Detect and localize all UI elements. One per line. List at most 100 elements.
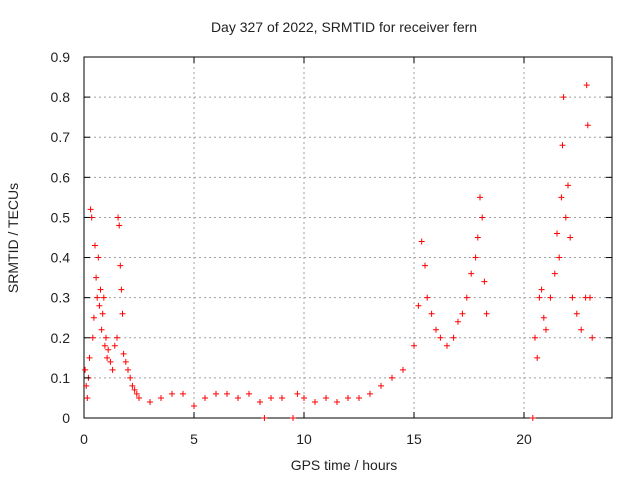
data-point bbox=[547, 294, 554, 301]
data-point bbox=[481, 278, 488, 285]
data-point bbox=[559, 142, 566, 149]
data-point bbox=[459, 310, 466, 317]
data-point bbox=[334, 398, 340, 405]
data-point bbox=[583, 82, 590, 89]
plot-frame bbox=[83, 56, 613, 419]
data-point bbox=[114, 334, 120, 341]
data-point bbox=[589, 334, 596, 341]
data-point bbox=[117, 262, 124, 269]
data-point bbox=[290, 415, 296, 421]
y-tick-label: 0.1 bbox=[51, 370, 71, 386]
data-point bbox=[367, 390, 373, 397]
data-point bbox=[147, 398, 153, 405]
y-tick-label: 0.2 bbox=[51, 330, 71, 346]
data-point bbox=[472, 254, 479, 261]
data-point bbox=[115, 214, 122, 221]
data-point bbox=[554, 230, 560, 237]
data-point bbox=[109, 366, 116, 373]
data-point bbox=[125, 366, 131, 373]
x-tick-label: 15 bbox=[406, 431, 422, 447]
data-point bbox=[136, 394, 142, 401]
data-point bbox=[534, 354, 541, 361]
data-point bbox=[279, 394, 285, 401]
data-point bbox=[455, 318, 461, 325]
data-point bbox=[444, 342, 450, 349]
data-point bbox=[567, 234, 574, 241]
data-point bbox=[418, 238, 425, 245]
data-point bbox=[83, 382, 90, 389]
data-point bbox=[89, 334, 96, 341]
data-point bbox=[424, 294, 431, 301]
data-point bbox=[312, 398, 318, 405]
data-point bbox=[257, 398, 263, 405]
data-point bbox=[400, 366, 406, 373]
data-point bbox=[133, 390, 140, 397]
x-tick-label: 20 bbox=[516, 431, 532, 447]
data-point bbox=[96, 302, 103, 309]
data-point bbox=[294, 390, 301, 397]
data-point bbox=[356, 394, 362, 401]
data-point bbox=[213, 390, 219, 397]
data-point bbox=[103, 334, 109, 341]
data-point bbox=[551, 270, 558, 277]
data-point bbox=[301, 394, 307, 401]
data-point bbox=[437, 334, 444, 341]
data-point bbox=[468, 270, 475, 277]
data-point bbox=[532, 334, 538, 341]
y-tick-label: 0 bbox=[62, 410, 70, 426]
data-point bbox=[122, 358, 129, 365]
y-tick-label: 0.5 bbox=[51, 209, 71, 225]
data-point bbox=[84, 394, 91, 401]
y-tick-label: 0.4 bbox=[51, 250, 71, 266]
data-point bbox=[477, 194, 483, 201]
data-point bbox=[587, 294, 593, 301]
data-point bbox=[483, 310, 490, 317]
data-point bbox=[169, 390, 175, 397]
data-point bbox=[92, 242, 98, 249]
data-point bbox=[129, 382, 136, 389]
data-point bbox=[422, 262, 428, 269]
data-point bbox=[428, 310, 435, 317]
x-tick-label: 5 bbox=[190, 431, 198, 447]
x-tick-label: 10 bbox=[296, 431, 312, 447]
x-axis-label: GPS time / hours bbox=[291, 457, 398, 473]
data-point bbox=[100, 294, 107, 301]
data-point bbox=[323, 394, 329, 401]
data-point bbox=[158, 394, 164, 401]
data-point bbox=[224, 390, 230, 397]
data-point bbox=[111, 342, 118, 349]
data-point bbox=[180, 390, 186, 397]
data-point bbox=[529, 415, 536, 421]
data-point bbox=[120, 350, 127, 357]
data-point bbox=[558, 194, 565, 201]
data-point bbox=[95, 254, 102, 261]
data-point bbox=[540, 314, 547, 321]
data-point bbox=[246, 390, 252, 397]
data-point bbox=[104, 354, 111, 361]
x-ticks: 0 5 10 15 20 bbox=[80, 57, 532, 447]
data-point bbox=[90, 314, 97, 321]
data-point bbox=[474, 234, 481, 241]
data-point bbox=[389, 374, 395, 381]
data-point bbox=[127, 374, 134, 381]
data-point bbox=[118, 286, 125, 293]
data-point bbox=[378, 382, 384, 389]
data-point bbox=[538, 286, 545, 293]
data-point bbox=[202, 394, 208, 401]
data-point bbox=[562, 214, 569, 221]
data-point bbox=[107, 358, 114, 365]
data-point bbox=[463, 294, 470, 301]
data-point bbox=[101, 342, 108, 349]
data-point bbox=[98, 326, 105, 333]
grid-lines bbox=[84, 57, 612, 418]
data-point bbox=[569, 294, 576, 301]
data-point bbox=[543, 326, 549, 333]
data-point bbox=[560, 94, 567, 101]
y-ticks: 0 0.1 0.2 0.3 0.4 0.5 0.6 0.7 0.8 0.9 bbox=[51, 49, 612, 426]
y-tick-label: 0.9 bbox=[51, 49, 71, 65]
data-point bbox=[578, 326, 585, 333]
y-axis-label: SRMTID / TECUs bbox=[5, 183, 21, 293]
x-tick-label: 0 bbox=[80, 431, 88, 447]
data-point bbox=[191, 402, 197, 409]
data-point bbox=[450, 334, 457, 341]
